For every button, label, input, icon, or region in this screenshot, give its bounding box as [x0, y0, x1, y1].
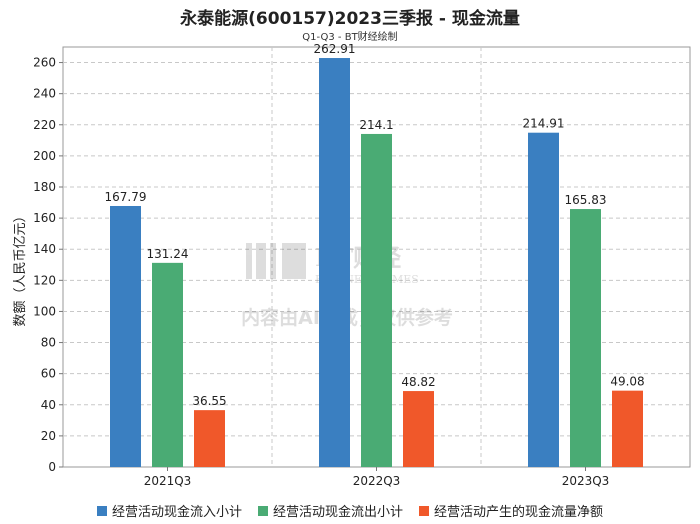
- legend-swatch: [419, 505, 429, 516]
- data-label: 49.08: [610, 375, 644, 389]
- y-tick-label: 160: [33, 211, 56, 225]
- watermark-logo-block: [256, 243, 266, 279]
- data-label: 214.91: [523, 117, 565, 131]
- y-tick-label: 240: [33, 87, 56, 101]
- data-label: 165.83: [565, 193, 607, 207]
- legend-label: 经营活动现金流入小计: [111, 505, 242, 520]
- legend: 经营活动现金流入小计 经营活动现金流出小计 经营活动产生的现金流量净额: [0, 501, 700, 520]
- bar: [528, 132, 559, 467]
- legend-label: 经营活动产生的现金流量净额: [434, 505, 604, 520]
- y-tick-label: 100: [33, 304, 56, 318]
- watermark-logo-block: [246, 243, 252, 279]
- chart-title: 永泰能源(600157)2023三季报 - 现金流量: [180, 9, 520, 29]
- axes: 0 20 40 60 80 100 120 140 160 180 200 220 240 260 2021…: [33, 56, 609, 488]
- watermark-logo-block: [270, 243, 276, 279]
- bar: [361, 133, 392, 467]
- y-tick-label: 260: [33, 56, 56, 70]
- bar: [403, 391, 434, 467]
- data-label: 262.91: [314, 42, 356, 56]
- legend-item: 经营活动产生的现金流量净额: [419, 501, 603, 520]
- y-tick-label: 120: [33, 273, 56, 287]
- data-labels: 167.79 131.24 36.55 262.91 214.1 48.82 214.91 1…: [105, 42, 645, 408]
- bar: [194, 410, 225, 467]
- bar: [570, 209, 601, 467]
- bar: [612, 390, 643, 467]
- y-tick-label: 140: [33, 242, 56, 256]
- y-tick-label: 80: [41, 336, 56, 350]
- legend-label: 经营活动现金流出小计: [272, 505, 403, 520]
- y-tick-label: 220: [33, 118, 56, 132]
- x-tick-label: 2023Q3: [562, 474, 610, 488]
- bar: [110, 205, 141, 467]
- data-label: 214.1: [359, 118, 393, 132]
- legend-item: 经营活动现金流入小计: [96, 501, 242, 520]
- bar: [152, 262, 183, 467]
- x-tick-label: 2021Q3: [144, 474, 192, 488]
- bars: [110, 58, 643, 467]
- legend-swatch: [257, 505, 268, 516]
- data-label: 131.24: [147, 247, 189, 261]
- y-tick-label: 0: [48, 460, 56, 474]
- legend-item: 经营活动现金流出小计: [257, 501, 403, 520]
- data-label: 36.55: [192, 394, 226, 408]
- bar: [319, 58, 350, 467]
- x-tick-label: 2022Q3: [353, 474, 401, 488]
- y-tick-label: 20: [41, 429, 56, 443]
- chart-subtitle: Q1-Q3 - BT财经绘制: [302, 32, 398, 43]
- y-axis-label: 数额（人民币亿元）: [13, 209, 28, 326]
- data-label: 167.79: [105, 190, 147, 204]
- y-tick-label: 180: [33, 180, 56, 194]
- y-tick-label: 40: [41, 398, 56, 412]
- y-tick-label: 60: [41, 367, 56, 381]
- bar-chart: BT财经 BUSINESS TIMES 内容由AI生成，仅供参考 167.791…: [13, 42, 691, 488]
- watermark-logo-block: [282, 243, 306, 279]
- y-tick-label: 200: [33, 149, 56, 163]
- data-label: 48.82: [401, 375, 435, 389]
- legend-swatch: [96, 505, 107, 516]
